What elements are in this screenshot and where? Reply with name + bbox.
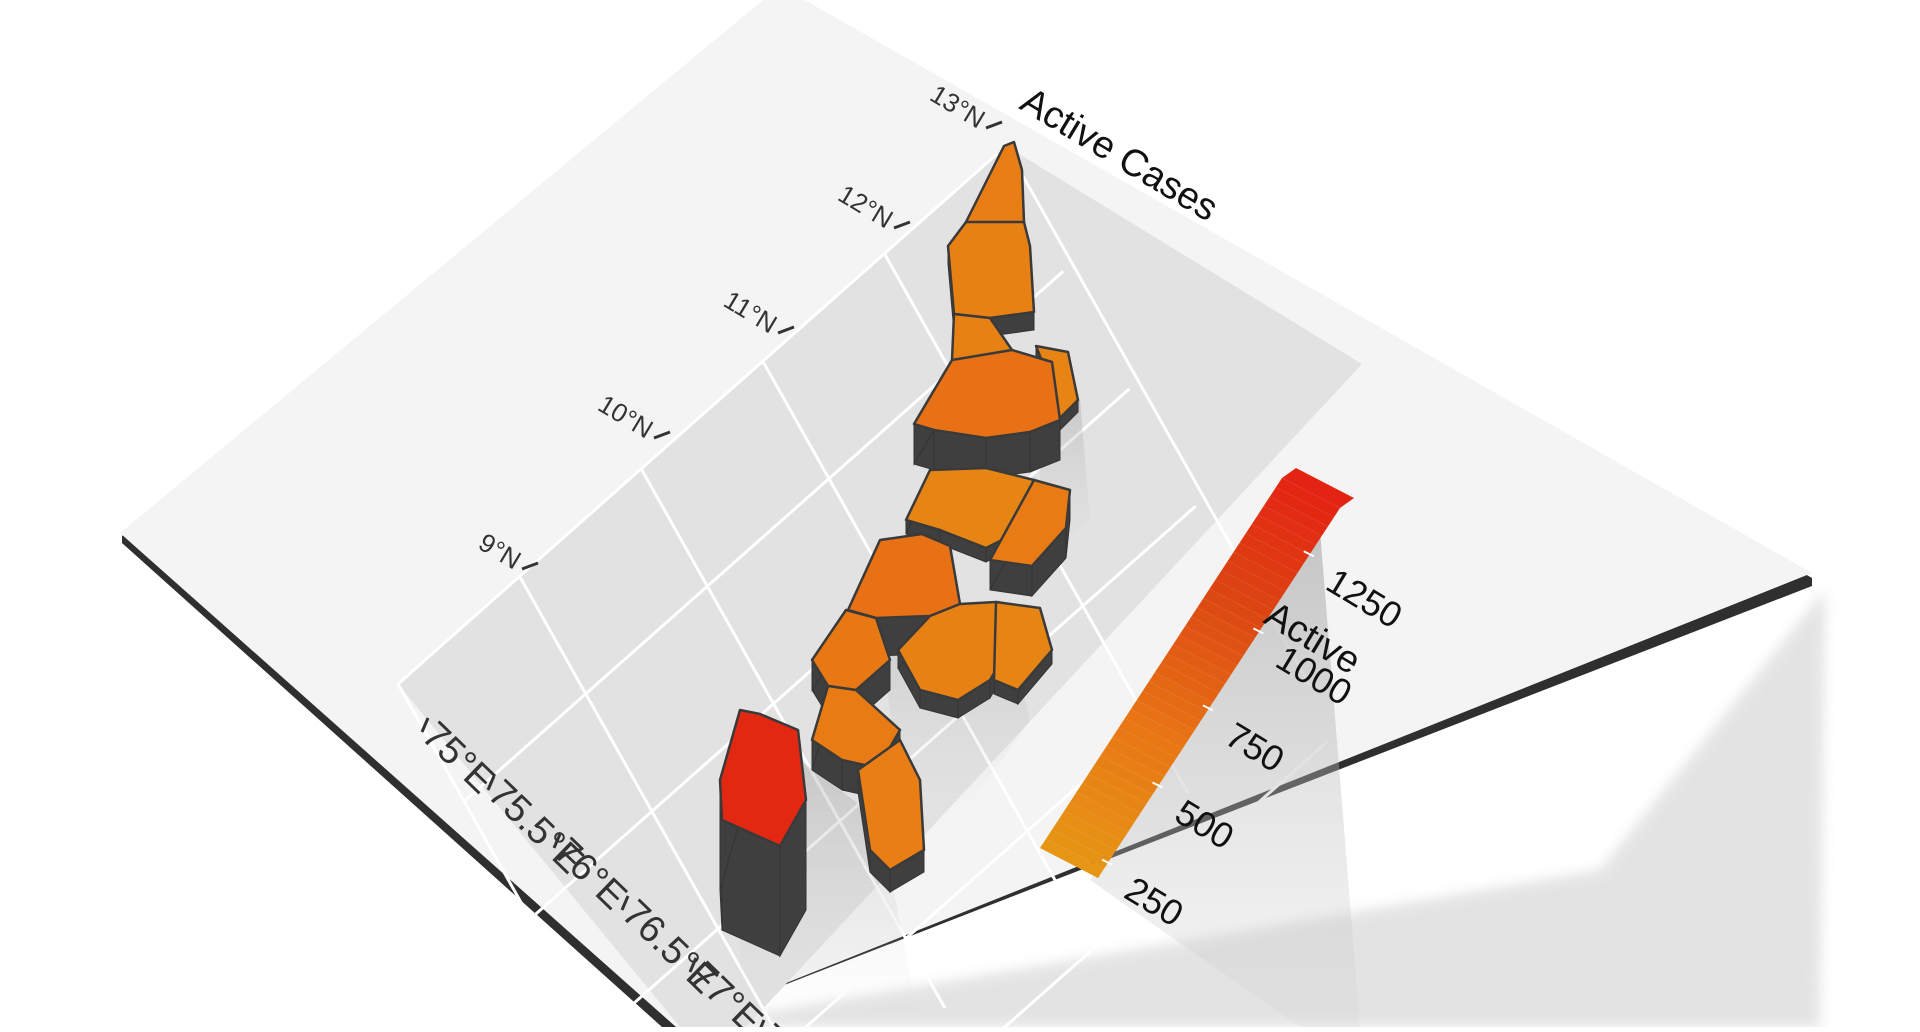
y-tick-mark xyxy=(985,120,1003,130)
x-tick-mark xyxy=(688,957,698,973)
legend-bar-segment xyxy=(1088,764,1153,804)
y-tick-mark xyxy=(893,220,911,230)
legend-tick-mark xyxy=(1303,550,1315,558)
legend-bar-segment xyxy=(1130,700,1195,740)
legend-bar-segment xyxy=(1118,718,1183,758)
legend-bar-segment xyxy=(1058,811,1123,851)
legend-bar-segment xyxy=(1251,515,1316,555)
legend-bar-segment xyxy=(1154,663,1219,703)
legend-bar-segment xyxy=(1179,626,1244,666)
region xyxy=(988,478,1072,598)
legend-bar-segment xyxy=(1040,838,1105,878)
region-top xyxy=(992,600,1054,692)
legend-bar-segment xyxy=(1100,746,1165,786)
region-top xyxy=(896,600,1016,702)
legend-bar-segment xyxy=(1185,616,1250,656)
legend-bar-segment xyxy=(1094,755,1159,795)
legend-bar-segment xyxy=(1052,820,1117,860)
region xyxy=(912,348,1062,479)
legend-bar-segment xyxy=(1227,552,1292,592)
legend-tick-mark xyxy=(1152,781,1163,789)
legend-bar-segment xyxy=(1124,709,1189,749)
legend-bar-segment xyxy=(1112,727,1177,767)
legend-bar-segment xyxy=(1221,561,1286,601)
x-tick-mark xyxy=(486,775,496,791)
legend-bar-segment xyxy=(1239,533,1304,573)
legend-bar-segment xyxy=(1215,570,1280,610)
legend-tick-mark xyxy=(1252,627,1264,635)
x-tick-mark xyxy=(420,717,430,733)
legend-bar-segment xyxy=(1245,524,1310,564)
legend-bar-segment xyxy=(1167,644,1232,684)
region xyxy=(856,738,926,894)
legend-bar-segment xyxy=(1263,496,1328,536)
legend-bar-segment xyxy=(1209,579,1274,619)
region-top xyxy=(988,478,1072,568)
x-tick-mark xyxy=(552,833,562,849)
legend-bar-segment xyxy=(1064,801,1129,841)
legend-bar-segment xyxy=(1142,681,1207,721)
legend-bar-segment xyxy=(1148,672,1213,712)
region-top xyxy=(718,708,808,848)
color-legend xyxy=(1040,468,1354,878)
legend-bar-segment xyxy=(1082,774,1147,814)
y-tick-mark xyxy=(653,430,671,440)
legend-bar-segment xyxy=(1191,607,1256,647)
legend-bar-segment xyxy=(1275,478,1340,518)
legend-tick-mark xyxy=(1101,858,1113,866)
lon-grid-line xyxy=(397,152,999,686)
legend-bar-segment xyxy=(1269,487,1334,527)
map-regions xyxy=(718,140,1080,958)
region-top xyxy=(946,220,1036,320)
legend-bar-segment xyxy=(1173,635,1238,675)
legend-bar-segment xyxy=(1070,792,1135,832)
legend-bar-segment xyxy=(1197,598,1262,638)
legend-bar-segment xyxy=(1203,589,1268,629)
legend-bar-segment xyxy=(1161,653,1226,693)
region-top xyxy=(856,738,926,872)
legend-bar-segment xyxy=(1136,690,1201,730)
region xyxy=(718,708,808,958)
legend-shadow xyxy=(1090,530,1360,1027)
x-tick-mark xyxy=(620,895,630,911)
legend-bar-segment xyxy=(1076,783,1141,823)
legend-bar-segment xyxy=(1257,505,1322,545)
region-top xyxy=(912,348,1062,440)
region xyxy=(992,600,1054,706)
legend-bar-segment xyxy=(1046,829,1111,869)
y-tick-mark xyxy=(521,561,539,571)
legend-tick-mark xyxy=(1202,704,1214,712)
lat-grid-line xyxy=(396,683,596,1032)
y-tick-mark xyxy=(777,325,795,335)
board-shadow xyxy=(122,540,1825,1027)
legend-bar-segment xyxy=(1106,737,1171,777)
legend-bar-top xyxy=(1282,468,1354,508)
legend-bar-segment xyxy=(1233,542,1298,582)
